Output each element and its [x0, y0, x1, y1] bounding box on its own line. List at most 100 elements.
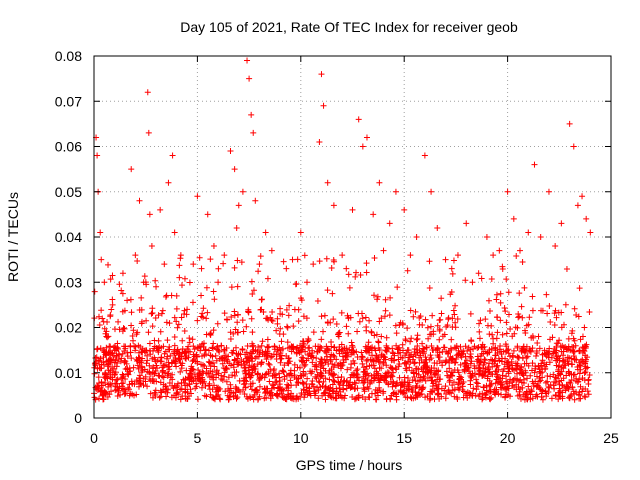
data-point — [127, 368, 134, 375]
data-point — [156, 344, 163, 351]
data-point — [234, 319, 241, 326]
data-point — [107, 312, 114, 319]
data-point — [585, 377, 592, 384]
data-point — [475, 270, 482, 277]
data-point — [221, 347, 228, 354]
data-point — [576, 285, 583, 292]
data-point — [95, 313, 102, 320]
data-point — [525, 229, 532, 236]
data-point — [566, 120, 573, 127]
data-point — [493, 314, 500, 321]
data-point — [289, 395, 296, 402]
data-point — [189, 299, 196, 306]
y-tick-label: 0.01 — [55, 365, 82, 381]
data-point — [505, 311, 512, 318]
y-axis-ticks: 0 0.01 0.02 0.03 0.04 0.05 0.06 0.07 0.08 — [55, 48, 611, 426]
data-point — [259, 351, 266, 358]
data-point — [569, 344, 576, 351]
data-point — [514, 343, 521, 350]
data-point — [253, 388, 260, 395]
data-point — [402, 336, 409, 343]
data-point — [141, 273, 148, 280]
data-point — [318, 372, 325, 379]
data-point — [162, 293, 169, 300]
data-point — [376, 179, 383, 186]
data-point — [115, 318, 122, 325]
data-point — [315, 395, 322, 402]
data-point — [357, 272, 364, 279]
data-point — [293, 396, 300, 403]
data-point — [581, 370, 588, 377]
data-point — [510, 215, 517, 222]
data-point — [346, 284, 353, 291]
data-point — [149, 305, 156, 312]
data-point — [109, 376, 116, 383]
data-point — [151, 378, 158, 385]
data-point — [512, 324, 519, 331]
data-point — [417, 350, 424, 357]
data-point — [371, 332, 378, 339]
data-point — [492, 344, 499, 351]
data-point — [146, 347, 153, 354]
data-point — [155, 337, 162, 344]
data-point — [330, 202, 337, 209]
data-point — [120, 325, 127, 332]
data-point — [546, 384, 553, 391]
data-point — [412, 389, 419, 396]
data-point — [494, 329, 501, 336]
data-point — [427, 352, 434, 359]
data-point — [283, 306, 290, 313]
data-point — [304, 279, 311, 286]
data-point — [91, 370, 98, 377]
data-point — [138, 294, 145, 301]
data-point — [234, 311, 241, 318]
data-point — [527, 372, 534, 379]
data-point — [533, 373, 540, 380]
data-point — [186, 380, 193, 387]
data-point — [522, 391, 529, 398]
data-point — [349, 381, 356, 388]
data-point — [147, 390, 154, 397]
data-point — [136, 377, 143, 384]
data-point — [284, 381, 291, 388]
data-point — [518, 303, 525, 310]
data-point — [351, 396, 358, 403]
data-point — [338, 374, 345, 381]
data-point — [497, 290, 504, 297]
data-point — [320, 378, 327, 385]
data-point — [366, 349, 373, 356]
data-point — [111, 326, 118, 333]
data-point — [587, 229, 594, 236]
data-point — [487, 396, 494, 403]
data-point — [120, 386, 127, 393]
data-point — [566, 394, 573, 401]
data-point — [284, 359, 291, 366]
data-point — [429, 346, 436, 353]
data-point — [441, 331, 448, 338]
data-point — [489, 363, 496, 370]
data-point — [419, 340, 426, 347]
data-point — [378, 365, 385, 372]
data-point — [244, 343, 251, 350]
data-point — [94, 382, 101, 389]
data-point — [103, 328, 110, 335]
data-point — [267, 314, 274, 321]
data-point — [318, 356, 325, 363]
data-point — [324, 179, 331, 186]
data-point — [354, 374, 361, 381]
data-point — [119, 290, 126, 297]
data-point — [275, 385, 282, 392]
data-point — [149, 323, 156, 330]
data-point — [519, 258, 526, 265]
data-point — [329, 290, 336, 297]
data-point — [489, 331, 496, 338]
data-point — [340, 357, 347, 364]
data-point — [304, 391, 311, 398]
data-point — [346, 346, 353, 353]
data-point — [577, 361, 584, 368]
data-point — [392, 188, 399, 195]
data-point — [491, 357, 498, 364]
data-point — [538, 390, 545, 397]
data-point — [182, 355, 189, 362]
data-point — [373, 396, 380, 403]
